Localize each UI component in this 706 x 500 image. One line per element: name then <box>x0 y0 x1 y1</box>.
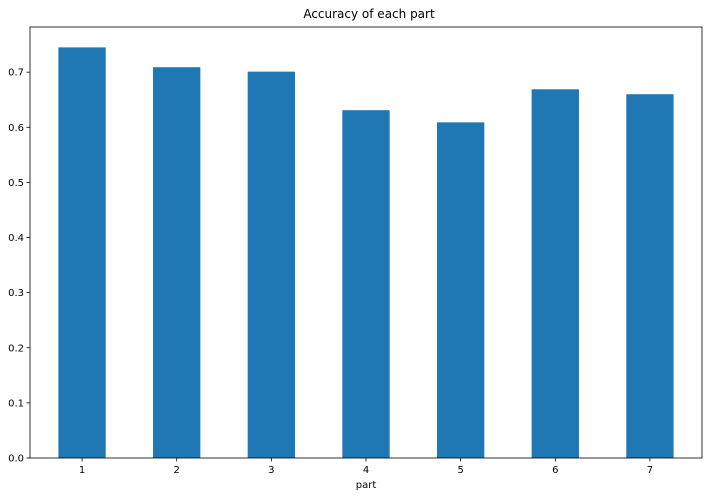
bars-layer <box>58 47 674 459</box>
y-tick-label: 0.0 <box>8 454 24 465</box>
y-axis-ticks: 0.0 0.1 0.2 0.3 0.4 0.5 0.6 0.7 <box>8 68 30 465</box>
bar-part-6 <box>531 89 579 458</box>
x-axis-label: part <box>356 480 377 491</box>
bar-part-5 <box>436 122 485 458</box>
x-tick-label: 5 <box>457 465 463 476</box>
x-tick-label: 6 <box>552 465 558 476</box>
y-tick-label: 0.3 <box>8 288 24 299</box>
bar-part-2 <box>153 67 201 458</box>
y-tick-label: 0.5 <box>8 178 24 189</box>
x-tick-label: 1 <box>79 465 85 476</box>
y-tick-label: 0.7 <box>8 68 24 79</box>
x-tick-label: 3 <box>268 465 274 476</box>
x-axis-ticks: 1 2 3 4 5 6 7 <box>79 458 653 476</box>
y-tick-label: 0.2 <box>8 343 24 354</box>
y-tick-label: 0.6 <box>8 123 24 134</box>
x-tick-label: 2 <box>174 465 180 476</box>
chart-title: Accuracy of each part <box>303 7 435 21</box>
bar-part-3 <box>247 71 296 458</box>
bar-part-7 <box>626 94 674 459</box>
y-tick-label: 0.1 <box>8 398 24 409</box>
bar-part-1 <box>58 47 106 458</box>
x-tick-label: 4 <box>363 465 369 476</box>
x-tick-label: 7 <box>647 465 653 476</box>
bar-part-4 <box>342 110 390 458</box>
y-tick-label: 0.4 <box>8 233 24 244</box>
